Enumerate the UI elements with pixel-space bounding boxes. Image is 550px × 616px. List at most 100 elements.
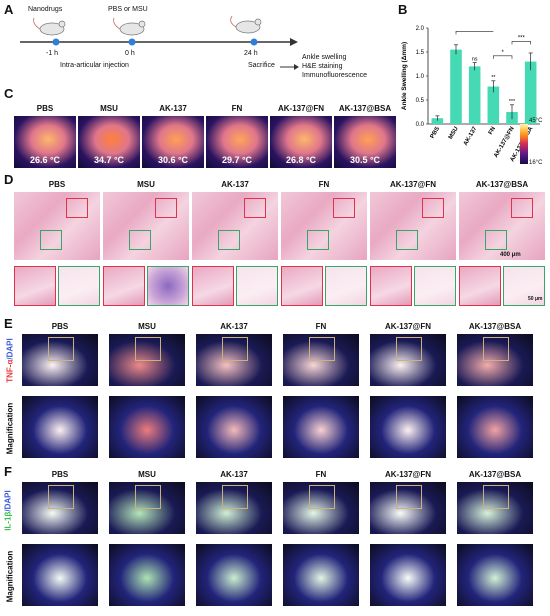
he-roi-red	[155, 198, 177, 218]
thermal-image: 30.6 °C	[142, 116, 204, 168]
group-label: MSU	[137, 180, 155, 189]
he-roi-red	[66, 198, 88, 218]
roi-box	[222, 485, 248, 509]
group-label: AK-137	[159, 104, 187, 113]
he-roi-green	[40, 230, 62, 250]
significance-label: ns	[472, 57, 478, 63]
bracket	[511, 41, 531, 45]
il1b-magnified-image	[196, 544, 272, 606]
il1b-if-image	[457, 482, 533, 534]
he-zoom-green	[325, 266, 367, 306]
il1b-if-image	[109, 482, 185, 534]
y-tick-label: 1.0	[416, 74, 425, 80]
mouse-icon-24h	[230, 15, 262, 34]
il1b-magnified-image	[109, 544, 185, 606]
roi-box	[309, 485, 335, 509]
tnf-if-image	[457, 334, 533, 386]
thermal-image: 34.7 °C	[78, 116, 140, 168]
he-image	[281, 192, 367, 260]
x-tick-label: PBS	[430, 126, 441, 140]
y-axis-label: Ankle Swelling (Δmm)	[401, 42, 408, 110]
he-roi-red	[422, 198, 444, 218]
tnf-label: TNF-α	[5, 359, 15, 383]
thermal-temp-label: 30.6 °C	[157, 155, 189, 165]
roi-box	[48, 485, 74, 509]
thermal-temp-label: 26.8 °C	[285, 155, 317, 165]
tnf-if-image	[370, 334, 446, 386]
tnf-if-image	[196, 334, 272, 386]
he-zoom-red	[370, 266, 412, 306]
group-label: PBS	[51, 470, 69, 479]
roi-box	[483, 485, 509, 509]
injection-label: Intra-articular injection	[60, 62, 129, 69]
tnf-if-image	[283, 334, 359, 386]
il1b-label: IL-1β	[3, 511, 13, 531]
nanodrugs-label: Nanodrugs	[28, 6, 63, 13]
group-label: AK-137	[220, 470, 248, 479]
he-zoom-red	[103, 266, 145, 306]
he-scale-zoom: 50 μm	[528, 296, 543, 302]
f-magnification-label: Magnification	[5, 550, 15, 603]
he-roi-green	[396, 230, 418, 250]
dapi-label-e: /DAPI	[5, 338, 15, 360]
group-label: AK-137@BSA	[468, 470, 522, 479]
roi-box	[135, 337, 161, 361]
he-zoom-red	[281, 266, 323, 306]
group-label: FN	[318, 180, 330, 189]
group-label: MSU	[100, 104, 118, 113]
group-label: FN	[231, 104, 243, 113]
he-zoom-green	[236, 266, 278, 306]
arrow-icon	[280, 64, 299, 70]
roi-box	[48, 337, 74, 361]
bar	[524, 61, 537, 124]
group-label: AK-137@BSA	[338, 104, 392, 113]
he-scale-main: 400 μm	[500, 252, 521, 258]
time-minus1h: -1 h	[46, 50, 59, 57]
swelling-bar-chart: 0.0 0.5 1.0 1.5 2.0 Ankle Swelling (Δmm) PBS MS…	[401, 26, 540, 163]
he-image	[14, 192, 100, 260]
he-zoom-green	[414, 266, 456, 306]
panel-label-e: E	[4, 316, 13, 331]
thermal-temp-label: 34.7 °C	[93, 155, 125, 165]
panel-label-f: F	[4, 464, 12, 479]
group-label: AK-137@FN	[384, 470, 432, 479]
he-zoom-green	[147, 266, 189, 306]
group-label: MSU	[138, 322, 156, 331]
f-ylabel: IL-1β/DAPI	[3, 488, 20, 538]
thermal-image: 30.5 °C	[334, 116, 396, 168]
e-ylabel: TNF-α/DAPI	[6, 338, 20, 388]
outcome-if: Immunofluorescence	[302, 72, 367, 79]
significance-label: ***	[518, 35, 526, 41]
significance-label: **	[491, 75, 496, 81]
roi-box	[396, 485, 422, 509]
panel-label-c: C	[4, 86, 14, 101]
he-image	[192, 192, 278, 260]
he-image	[103, 192, 189, 260]
il1b-magnified-image	[370, 544, 446, 606]
he-roi-red	[333, 198, 355, 218]
y-tick-label: 0.0	[416, 122, 425, 128]
y-tick-label: 2.0	[416, 26, 425, 32]
y-tick-label: 1.5	[416, 50, 425, 56]
x-tick-label: FN	[488, 126, 497, 136]
group-label: PBS	[48, 180, 66, 189]
tnf-if-image	[109, 334, 185, 386]
thermal-image: 26.8 °C	[270, 116, 332, 168]
il1b-if-image	[370, 482, 446, 534]
roi-box	[222, 337, 248, 361]
he-zoom-green	[503, 266, 545, 306]
tnf-magnified-image	[283, 396, 359, 458]
e-mag-label-wrap: Magnification	[5, 400, 20, 460]
he-roi-green	[218, 230, 240, 250]
scale-min: 16°C	[529, 160, 543, 166]
il1b-magnified-image	[457, 544, 533, 606]
tnf-magnified-image	[457, 396, 533, 458]
thermal-temp-label: 29.7 °C	[221, 155, 253, 165]
group-label: MSU	[138, 470, 156, 479]
mouse-icons	[33, 17, 146, 36]
roi-box	[396, 337, 422, 361]
tnf-magnified-image	[370, 396, 446, 458]
tnf-magnified-image	[109, 396, 185, 458]
panel-label-a: A	[4, 2, 14, 17]
bar	[487, 86, 500, 124]
